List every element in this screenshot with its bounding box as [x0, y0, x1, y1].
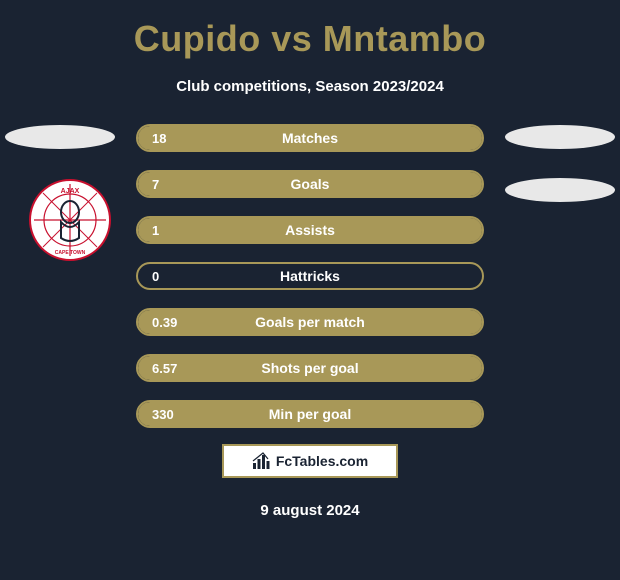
stat-label: Goals per match [138, 314, 482, 330]
stat-row-goals: 7 Goals [136, 170, 484, 198]
stat-row-hattricks: 0 Hattricks [136, 262, 484, 290]
stats-container: 18 Matches 7 Goals 1 Assists 0 Hattricks… [136, 124, 484, 446]
player-left-oval [5, 125, 115, 149]
stat-row-matches: 18 Matches [136, 124, 484, 152]
stat-row-min-per-goal: 330 Min per goal [136, 400, 484, 428]
footer-date: 9 august 2024 [0, 502, 620, 519]
player-right-oval-1 [505, 125, 615, 149]
footer-badge-text: FcTables.com [276, 453, 368, 469]
footer-badge[interactable]: FcTables.com [222, 444, 398, 478]
stat-label: Assists [138, 222, 482, 238]
comparison-subtitle: Club competitions, Season 2023/2024 [0, 78, 620, 95]
player-right-oval-2 [505, 178, 615, 202]
stat-row-shots-per-goal: 6.57 Shots per goal [136, 354, 484, 382]
stat-row-assists: 1 Assists [136, 216, 484, 244]
svg-text:AJAX: AJAX [61, 188, 80, 195]
stat-label: Goals [138, 176, 482, 192]
stat-label: Shots per goal [138, 360, 482, 376]
comparison-title: Cupido vs Mntambo [0, 0, 620, 60]
stat-label: Min per goal [138, 406, 482, 422]
stat-label: Matches [138, 130, 482, 146]
stat-label: Hattricks [138, 268, 482, 284]
stat-row-goals-per-match: 0.39 Goals per match [136, 308, 484, 336]
chart-icon [252, 452, 270, 470]
club-logo-ajax: AJAX CAPE TOWN [28, 178, 112, 262]
svg-text:CAPE TOWN: CAPE TOWN [55, 250, 86, 256]
